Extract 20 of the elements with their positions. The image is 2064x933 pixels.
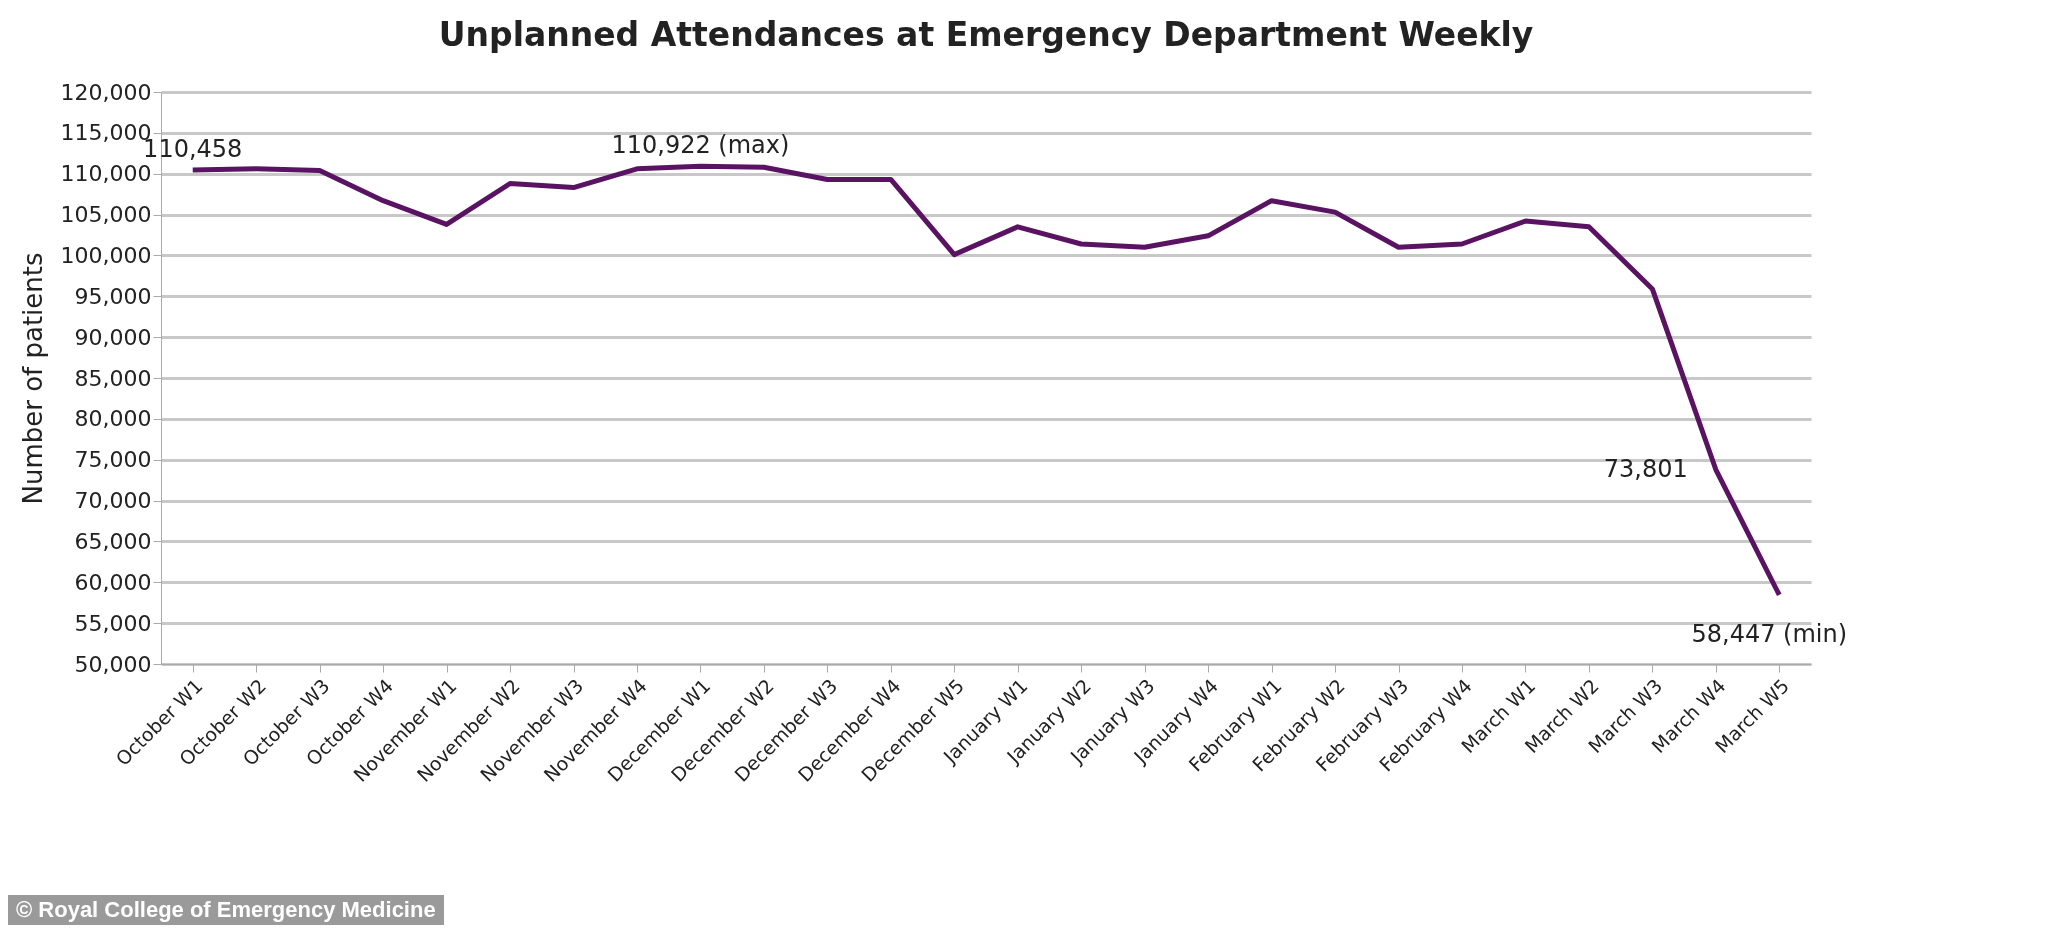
y-tick-label: 75,000 [74,447,152,473]
y-tick-label: 85,000 [74,365,152,391]
text: 58,447 (min) [1691,619,1848,648]
y-tick-label: 105,000 [60,202,152,228]
y-tick-label: 90,000 [74,324,152,350]
y-tick-label: 65,000 [74,528,152,554]
text: © Royal College of Emergency Medicine [8,895,444,925]
y-tick-label: 120,000 [60,79,152,105]
y-axis-title: Number of patients [17,252,48,505]
y-tick-label: 95,000 [74,283,152,309]
y-tick-label: 100,000 [60,242,152,268]
y-tick-label: 55,000 [74,610,152,636]
y-tick-label: 70,000 [74,488,152,514]
y-tick-label: 110,000 [60,161,152,187]
y-tick-label: 50,000 [74,651,152,677]
chart-title: Unplanned Attendances at Emergency Department Weekly [438,15,1534,54]
y-tick-label: 60,000 [74,569,152,595]
text: 73,801 [1603,454,1688,483]
text: 110,922 (max) [611,131,790,160]
y-tick-label: 80,000 [74,406,152,432]
